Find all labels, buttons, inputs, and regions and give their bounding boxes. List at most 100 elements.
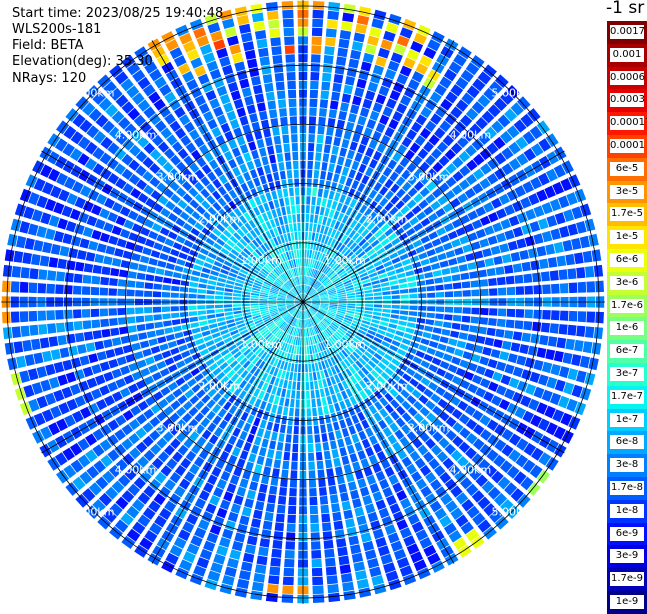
ray-gate: [519, 344, 529, 354]
ray-gate: [149, 258, 158, 266]
ray-gate: [80, 355, 90, 365]
ray-gate: [513, 367, 523, 378]
ray-gate: [306, 214, 310, 222]
ray-gate: [437, 343, 446, 351]
ray-gate: [193, 333, 202, 340]
ray-gate: [356, 79, 366, 89]
ray-gate: [74, 224, 85, 235]
ray-gate: [286, 63, 295, 72]
ray-gate: [365, 167, 374, 177]
colorbar-cell: 1e-7: [607, 409, 647, 432]
colorbar-tick-label: 1e-7: [610, 413, 644, 427]
ray-gate: [452, 274, 461, 281]
ray-gate: [269, 28, 280, 37]
ray-gate: [295, 187, 300, 195]
ray-gate: [261, 439, 268, 448]
ray-gate: [14, 341, 24, 353]
ray-gate: [491, 246, 501, 255]
ray-gate: [313, 372, 317, 381]
ray-gate: [65, 273, 74, 283]
ray-gate: [185, 205, 195, 214]
ray-gate: [66, 221, 77, 232]
ray-gate: [495, 266, 504, 275]
ray-gate: [298, 364, 301, 372]
ray-gate: [149, 338, 158, 346]
ray-gate: [22, 252, 32, 264]
ray-gate: [330, 440, 337, 449]
ray-gate: [317, 461, 324, 470]
ray-gate: [559, 366, 570, 378]
ray-gate: [364, 311, 373, 315]
ray-gate: [533, 233, 543, 244]
ray-gate: [240, 450, 249, 460]
ray-gate: [313, 594, 325, 603]
ray-gate: [436, 227, 446, 236]
ray-gate: [278, 162, 284, 171]
ray-gate: [325, 181, 331, 190]
ray-gate: [266, 192, 273, 201]
ray-gate: [84, 263, 93, 272]
ray-gate: [307, 426, 312, 434]
ray-gate: [469, 325, 478, 333]
ray-gate: [278, 496, 286, 505]
ray-gate: [322, 522, 331, 531]
ray-gate: [108, 359, 118, 369]
ray-gate: [210, 270, 219, 276]
ray-gate: [207, 314, 216, 319]
ray-gate: [251, 304, 259, 306]
ray-gate: [323, 531, 333, 540]
ray-gate: [504, 364, 514, 374]
ray-gate: [310, 381, 314, 390]
ray-gate: [181, 280, 190, 286]
ray-gate: [171, 306, 179, 311]
ray-gate: [327, 20, 338, 29]
ray-gate: [14, 251, 24, 263]
ray-gate: [315, 206, 320, 215]
ray-gate: [309, 223, 313, 231]
ray-gate: [268, 300, 276, 302]
ray-gate: [227, 36, 239, 47]
ray-gate: [308, 461, 315, 470]
ray-gate: [272, 127, 280, 136]
ray-gate: [478, 270, 487, 278]
ray-gate: [224, 304, 232, 307]
ray-gate: [340, 564, 351, 574]
ray-gate: [3, 327, 12, 339]
ray-gate: [93, 330, 102, 339]
ray-gate: [412, 389, 422, 398]
ray-gate: [219, 420, 228, 430]
ray-gate: [218, 278, 227, 283]
ray-gate: [372, 463, 382, 473]
ray-gate: [402, 338, 411, 345]
ray-gate: [370, 520, 381, 531]
ray-gate: [307, 187, 312, 195]
ray-gate: [224, 182, 233, 192]
ray-gate: [287, 523, 296, 532]
ray-gate: [578, 311, 587, 322]
ray-gate: [19, 370, 30, 383]
ray-gate: [356, 291, 364, 295]
ray-gate: [274, 136, 281, 145]
ray-gate: [324, 144, 331, 153]
ray-gate: [88, 241, 98, 251]
ray-gate: [292, 381, 296, 390]
ray-gate: [416, 246, 425, 254]
ray-gate: [289, 497, 297, 506]
ray-gate: [306, 399, 310, 407]
ray-gate: [488, 236, 498, 246]
ray-gate: [260, 538, 270, 548]
ray-gate: [137, 324, 146, 331]
ray-gate: [391, 290, 400, 294]
ray-gate: [287, 81, 296, 90]
ray-gate: [126, 308, 135, 315]
ray-gate: [314, 425, 320, 434]
colorbar-tick-label: 6e-5: [610, 162, 644, 176]
ray-gate: [255, 93, 264, 103]
ray-gate: [153, 314, 162, 320]
ray-gate: [337, 439, 344, 448]
ray-gate: [241, 562, 253, 572]
ray-gate: [153, 291, 162, 297]
ray-gate: [287, 363, 291, 372]
ray-gate: [105, 246, 115, 255]
ray-gate: [318, 126, 325, 135]
